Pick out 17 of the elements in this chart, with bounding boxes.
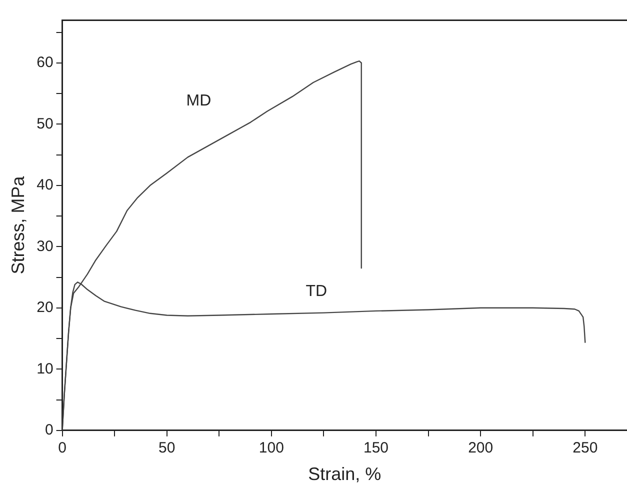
x-tick-label: 200 <box>468 440 494 457</box>
x-axis-title: Strain, % <box>308 464 382 484</box>
y-tick-label: 30 <box>36 238 54 255</box>
y-axis-title: Stress, MPa <box>8 175 28 274</box>
x-tick-label: 100 <box>258 440 284 457</box>
x-tick-label: 150 <box>364 440 389 457</box>
x-tick-label: 0 <box>58 440 66 457</box>
series-label: TD <box>306 283 328 300</box>
x-tick-label: 50 <box>158 440 176 457</box>
x-tick-label: 250 <box>572 440 598 457</box>
y-tick-label: 10 <box>36 360 54 378</box>
y-tick-label: 40 <box>36 176 54 194</box>
y-tick-label: 60 <box>36 54 54 72</box>
y-tick-label: 20 <box>36 299 54 316</box>
y-tick-label: 0 <box>44 422 54 439</box>
y-tick-label: 50 <box>36 115 54 132</box>
series-label: MD <box>186 92 212 110</box>
